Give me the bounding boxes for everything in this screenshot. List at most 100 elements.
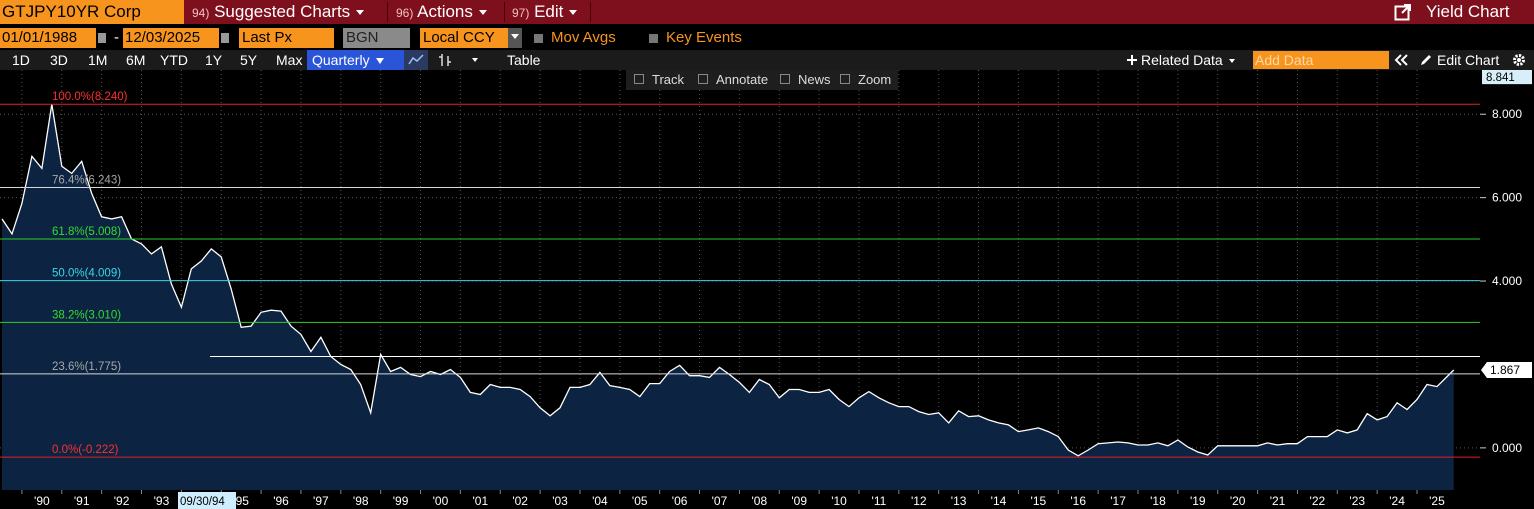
edit-chart-button[interactable]: Edit Chart [1419, 50, 1499, 70]
tool-label: Zoom [858, 72, 892, 87]
popout-icon[interactable] [1394, 3, 1412, 21]
area-fill [2, 104, 1454, 490]
edit-label: Edit Chart [1437, 52, 1500, 68]
tool-label: News [798, 72, 831, 87]
key-events-option[interactable]: Key Events [649, 28, 742, 48]
x-tick-label: '98 [353, 494, 369, 508]
chart-tool[interactable]: Annotate [698, 70, 768, 90]
tool-icon [698, 74, 708, 84]
source-select[interactable]: BGN [343, 28, 410, 48]
level-label: 50.0%(4.009) [52, 268, 121, 280]
x-tick-label: '08 [752, 494, 768, 508]
tool-icon [840, 74, 850, 84]
period-button[interactable]: 1D [12, 52, 30, 68]
period-button[interactable]: 6M [126, 52, 146, 68]
screen-title: Yield Chart [1426, 2, 1510, 21]
x-tick-label: '22 [1310, 494, 1326, 508]
collapse-icon[interactable] [1394, 54, 1410, 66]
controls-bar: 01/01/1988 - 12/03/2025 Last Px BGN Loca… [0, 24, 1534, 50]
tool-icon [780, 74, 790, 84]
x-tick-label: '13 [951, 494, 967, 508]
x-tick-label: '20 [1230, 494, 1246, 508]
calendar-icon[interactable] [98, 33, 106, 43]
ticker-field[interactable]: GTJPY10YR Corp [0, 0, 184, 24]
x-tick-label: '04 [592, 494, 608, 508]
last-tag [1481, 362, 1532, 379]
level-label: 61.8%(5.008) [52, 226, 121, 238]
chart-tool[interactable]: Zoom [840, 70, 891, 90]
cursor-label: 09/30/94 [180, 496, 225, 508]
x-tick-label: '03 [552, 494, 568, 508]
x-tick-label: '17 [1110, 494, 1126, 508]
period-button[interactable]: 5Y [240, 52, 258, 68]
x-tick-label: '92 [114, 494, 130, 508]
related-data-menu[interactable]: Related Data [1126, 50, 1235, 70]
cursor-tag [178, 492, 236, 509]
x-tick-label: '00 [433, 494, 449, 508]
add-data-input[interactable]: Add Data [1253, 51, 1389, 69]
x-tick-label: '07 [712, 494, 728, 508]
tool-label: Track [652, 72, 685, 87]
x-tick-label: '25 [1429, 494, 1445, 508]
y-tick-label: 6.000 [1492, 191, 1522, 205]
frequency-label: Quarterly [312, 52, 370, 68]
level-label: 38.2%(3.010) [52, 309, 121, 321]
x-tick-label: '19 [1190, 494, 1206, 508]
y-tick-label: 8.000 [1492, 107, 1522, 121]
x-tick-label: '18 [1150, 494, 1166, 508]
x-tick-label: '12 [911, 494, 927, 508]
menu-suggested-charts[interactable]: 94) Suggested Charts [192, 0, 365, 25]
menu-label: Edit [534, 2, 564, 21]
x-tick-label: '14 [991, 494, 1007, 508]
mov-avgs-option[interactable]: Mov Avgs [534, 28, 616, 48]
level-label: 76.4%(6.243) [52, 174, 121, 186]
menu-key: 96) [396, 6, 414, 20]
currency-select[interactable]: Local CCY [420, 28, 511, 48]
x-tick-label: '11 [872, 494, 887, 508]
date-separator: - [114, 29, 119, 46]
x-tick-label: '10 [831, 494, 847, 508]
chart-tool[interactable]: Track [634, 70, 684, 90]
x-tick-label: '21 [1270, 494, 1286, 508]
last-tag-label: 1.867 [1490, 363, 1520, 377]
level-label: 100.0%(8.240) [52, 91, 128, 103]
chart-type-dropdown[interactable] [470, 50, 482, 70]
field-select[interactable]: Last Px [239, 28, 334, 48]
option-label: Key Events [666, 29, 742, 46]
x-tick-label: '02 [512, 494, 528, 508]
level-label: 0.0%(-0.222) [52, 444, 119, 456]
x-tick-label: '23 [1349, 494, 1365, 508]
currency-dropdown[interactable] [508, 28, 522, 48]
y-tick-label: 0.000 [1492, 441, 1522, 455]
bar-chart-icon[interactable] [434, 50, 458, 70]
menu-edit[interactable]: 97) Edit [512, 0, 578, 25]
end-date[interactable]: 12/03/2025 [123, 28, 219, 48]
x-tick-label: '05 [632, 494, 648, 508]
line-chart-icon[interactable] [404, 50, 428, 70]
menu-key: 97) [512, 6, 530, 20]
period-button[interactable]: YTD [160, 52, 188, 68]
menu-label: Suggested Charts [214, 2, 351, 21]
frequency-select[interactable]: Quarterly [307, 50, 404, 70]
yield-line [1, 104, 1455, 457]
period-button[interactable]: 1M [88, 52, 108, 68]
range-bar: 1D 3D 1M 6M YTD 1Y 5Y Max Quarterly Table Relat… [0, 50, 1534, 70]
menu-label: Actions [417, 2, 473, 21]
x-tick-label: '15 [1031, 494, 1047, 508]
period-button[interactable]: 3D [50, 52, 68, 68]
settings-icon[interactable] [1512, 53, 1526, 67]
x-tick-label: '91 [74, 494, 90, 508]
chart-tool[interactable]: News [780, 70, 831, 90]
period-button[interactable]: 1Y [205, 52, 223, 68]
high-tag [1482, 70, 1532, 85]
tool-label: Annotate [716, 72, 769, 87]
menu-actions[interactable]: 96) Actions [396, 0, 487, 25]
calendar-icon[interactable] [221, 33, 229, 43]
x-tick-label: '24 [1389, 494, 1405, 508]
start-date[interactable]: 01/01/1988 [0, 28, 96, 48]
table-button[interactable]: Table [507, 52, 541, 68]
menu-key: 94) [192, 6, 210, 20]
x-tick-label: '96 [273, 494, 289, 508]
period-button[interactable]: Max [276, 52, 303, 68]
